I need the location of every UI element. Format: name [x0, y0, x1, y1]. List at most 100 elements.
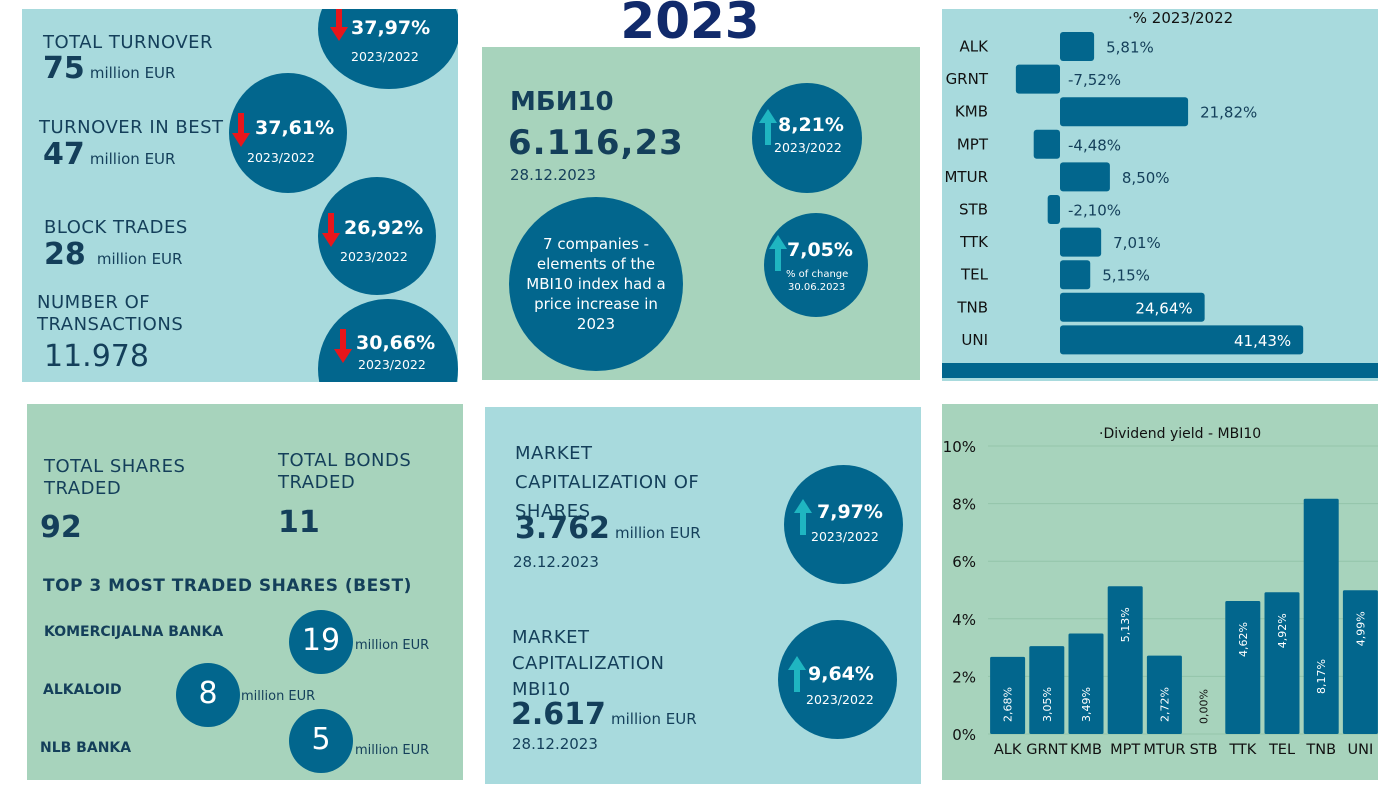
cap-shares-date: 28.12.2023 [513, 553, 599, 571]
category-label: UNI [961, 331, 988, 349]
turnover-best-label: TURNOVER IN BEST [39, 117, 224, 138]
top3-item-unit: million EUR [355, 638, 430, 653]
bar [1060, 227, 1102, 257]
cap-shares-value: 3.762 million EUR [515, 511, 701, 546]
total-shares-label-2: TRADED [44, 478, 122, 499]
total-turnover-label: TOTAL TURNOVER [43, 32, 214, 53]
category-label: TEL [960, 266, 989, 284]
cap-mbi10-label: MARKET CAPITALIZATION MBI10 [512, 627, 665, 700]
dividend-yield-chart-panel: ·Dividend yield - MBI10 0% 2% 4% 6% 8% 10% 2,68… [942, 404, 1378, 780]
arrow-up-icon [794, 499, 812, 535]
top3-item-value-circle: 5 [289, 709, 353, 773]
arrow-up-icon [788, 656, 806, 692]
mbi10-half-change-circle: 7,05% % of change 30.06.2023 [764, 213, 868, 317]
cap-mbi10-value: 2.617 million EUR [511, 697, 697, 732]
cap-shares-label: MARKET CAPITALIZATION OF SHARES [515, 443, 700, 522]
bar [1029, 646, 1065, 734]
bar [1060, 162, 1110, 192]
total-bonds-label-1: TOTAL BONDS [278, 450, 412, 471]
data-label: 2,68% [1002, 687, 1015, 722]
top3-item-unit: million EUR [355, 743, 430, 758]
turnover-best-change-circle: 37,61% 2023/2022 [229, 73, 347, 193]
data-label: 4,62% [1237, 622, 1250, 657]
mbi10-panel: МБИ10 6.116,23 28.12.2023 8,21% 2023/202… [482, 47, 920, 380]
top3-title: TOP 3 MOST TRADED SHARES (BEST) [43, 576, 412, 596]
y-tick-label: 6% [952, 553, 976, 571]
data-label: 4,99% [1354, 611, 1367, 646]
bar [1060, 260, 1091, 290]
y-tick-label: 4% [952, 611, 976, 629]
arrow-down-icon [232, 113, 250, 147]
x-tick-label: MPT [1110, 742, 1140, 758]
bar [1060, 292, 1205, 322]
x-tick-label: TNB [1305, 742, 1336, 758]
data-label: -2,10% [1068, 202, 1121, 220]
total-bonds-label-2: TRADED [278, 472, 356, 493]
x-tick-label: MTUR [1143, 742, 1185, 758]
data-label: 4,92% [1276, 613, 1289, 648]
data-label: 24,64% [1135, 299, 1192, 317]
x-tick-label: STB [1190, 742, 1218, 758]
x-tick-label: TEL [1268, 742, 1295, 758]
data-label: -4,48% [1068, 136, 1121, 154]
bar [1342, 590, 1378, 734]
bar [1033, 129, 1060, 159]
bar [1060, 325, 1304, 355]
mbi10-change-circle: 8,21% 2023/2022 [752, 83, 862, 193]
category-label: STB [959, 201, 988, 219]
y-tick-label: 8% [952, 496, 976, 514]
block-trades-change-circle: 26,92% 2023/2022 [318, 177, 436, 295]
y-tick-label: 2% [952, 668, 976, 686]
data-label: 2,72% [1158, 687, 1171, 722]
price-change-chart-panel: ·% 2023/2022 ALK 5,81% GRNT -7,52% KMB 21,82% M… [942, 9, 1378, 381]
arrow-up-icon [769, 235, 787, 271]
cap-mbi10-change-circle: 9,64% 2023/2022 [778, 620, 897, 739]
data-label: -7,52% [1068, 71, 1121, 89]
total-shares-label-1: TOTAL SHARES [44, 456, 186, 477]
transactions-change-circle: 30,66% 2023/2022 [318, 299, 458, 382]
chart-bottom-band [942, 363, 1378, 378]
turnover-best-value: 47 million EUR [43, 137, 176, 172]
mbi10-value: 6.116,23 [508, 123, 684, 163]
mbi10-name: МБИ10 [510, 87, 614, 117]
top3-item-unit: million EUR [241, 689, 316, 704]
category-label: ALK [960, 38, 990, 56]
y-tick-label: 10% [943, 438, 976, 456]
data-label: 3,49% [1080, 687, 1093, 722]
data-label: 5,13% [1119, 607, 1132, 642]
market-cap-panel: MARKET CAPITALIZATION OF SHARES 3.762 mi… [485, 407, 921, 784]
category-label: MTUR [944, 168, 988, 186]
top3-item-name: ALKALOID [43, 682, 122, 698]
block-trades-value: 28 million EUR [44, 237, 183, 272]
dividend-yield-chart: ·Dividend yield - MBI10 0% 2% 4% 6% 8% 10% 2,68… [943, 426, 1378, 758]
block-trades-label: BLOCK TRADES [44, 217, 188, 238]
bar [1146, 655, 1182, 734]
category-label: TTK [959, 233, 989, 251]
data-label: 5,81% [1106, 39, 1154, 57]
bar [1060, 32, 1095, 61]
arrow-up-icon [759, 109, 777, 145]
turnover-panel: TOTAL TURNOVER 75 million EUR 37,97% 202… [22, 9, 458, 382]
category-label: MPT [957, 135, 989, 153]
data-label: 7,01% [1113, 234, 1161, 252]
bar [1303, 498, 1339, 734]
x-tick-label: ALK [994, 742, 1022, 758]
bar [1047, 195, 1060, 224]
price-change-chart: ·% 2023/2022 ALK 5,81% GRNT -7,52% KMB 21,82% M… [942, 9, 1378, 378]
total-turnover-value: 75 million EUR [43, 51, 176, 86]
bar [990, 656, 1026, 734]
bar [1060, 97, 1189, 127]
data-label: 21,82% [1200, 104, 1257, 122]
total-bonds-value: 11 [278, 505, 320, 540]
cap-shares-change-circle: 7,97% 2023/2022 [784, 465, 903, 584]
mbi10-date: 28.12.2023 [510, 166, 596, 184]
mbi10-note: 7 companies - elements of the MBI10 inde… [526, 235, 666, 333]
shares-traded-panel: TOTAL SHARES TRADED 92 TOTAL BONDS TRADE… [27, 404, 463, 780]
bar [1068, 633, 1104, 734]
top3-item-name: NLB BANKA [40, 740, 132, 756]
bar [1225, 600, 1261, 734]
mbi10-note-circle: 7 companies - elements of the MBI10 inde… [509, 197, 683, 371]
cap-mbi10-date: 28.12.2023 [512, 735, 598, 753]
x-tick-label: KMB [1070, 742, 1102, 758]
top3-item-value-circle: 19 [289, 610, 353, 674]
